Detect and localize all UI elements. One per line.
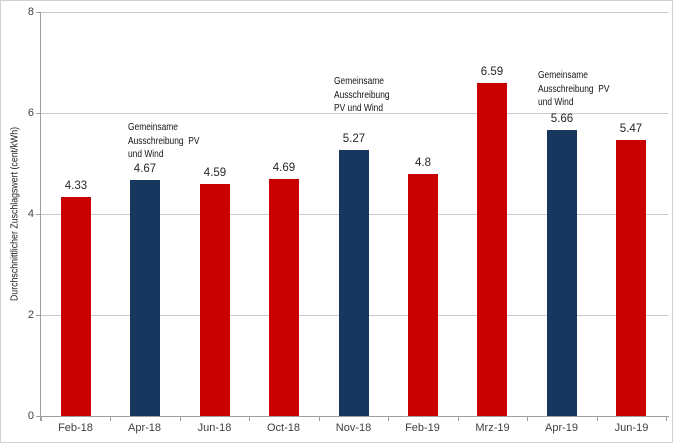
bar-Feb-19 <box>408 174 438 416</box>
x-axis-tick <box>110 416 111 421</box>
x-axis-tick <box>319 416 320 421</box>
bar-value-label: 4.8 <box>415 157 431 169</box>
x-axis-tick <box>597 416 598 421</box>
annotation-joint-auction: Gemeinsame Ausschreibung PV und Wind <box>128 121 199 162</box>
y-axis-tick-label: 4 <box>27 208 34 220</box>
x-axis-category-label: Feb-18 <box>58 422 93 434</box>
x-axis-category-label: Apr-19 <box>544 422 579 434</box>
x-axis-category-label: Jun-18 <box>197 422 232 434</box>
annotation-joint-auction: Gemeinsame Ausschreibung PV und Wind <box>334 75 390 116</box>
bar-Apr-18 <box>130 180 160 416</box>
x-axis-category-label: Jun-19 <box>614 422 649 434</box>
x-axis-tick <box>388 416 389 421</box>
y-axis-tick <box>36 315 41 316</box>
bar-Mrz-19 <box>477 83 507 416</box>
y-axis-tick-label: 6 <box>27 107 34 119</box>
annotation-line: PV und Wind <box>334 103 384 114</box>
annotation-joint-auction: Gemeinsame Ausschreibung PV und Wind <box>538 69 609 110</box>
annotation-line: Ausschreibung <box>334 89 390 101</box>
bar-value-label: 5.47 <box>619 123 643 135</box>
x-axis-tick <box>41 416 42 421</box>
annotation-line: Ausschreibung PV <box>128 135 200 147</box>
bar-Feb-18 <box>61 197 91 416</box>
annotation-line: und Wind <box>128 149 164 160</box>
bar-Apr-19 <box>547 130 577 416</box>
x-axis-category-label: Nov-18 <box>335 422 372 434</box>
x-axis-category-label: Mrz-19 <box>475 422 510 434</box>
annotation-line: Ausschreibung PV <box>538 83 610 95</box>
y-axis-tick-label: 0 <box>27 410 34 422</box>
x-axis-line <box>36 416 669 417</box>
bar-Oct-18 <box>269 179 299 416</box>
gridline-6 <box>41 113 668 114</box>
bar-value-label: 5.27 <box>342 133 366 145</box>
bar-value-label: 4.67 <box>133 163 157 175</box>
y-axis-tick <box>36 12 41 13</box>
gridline-8 <box>41 12 668 13</box>
x-axis-tick <box>458 416 459 421</box>
y-axis-tick-label: 2 <box>27 309 34 321</box>
annotation-line: Gemeinsame <box>334 76 384 87</box>
annotation-line: Gemeinsame <box>538 70 588 81</box>
x-axis-tick <box>180 416 181 421</box>
annotation-line: Gemeinsame <box>128 122 178 133</box>
bar-value-label: 4.69 <box>272 162 296 174</box>
x-axis-category-label: Feb-19 <box>405 422 440 434</box>
bar-value-label: 4.59 <box>203 167 227 179</box>
bar-Jun-19 <box>616 140 646 416</box>
y-axis-tick <box>36 214 41 215</box>
x-axis-tick <box>249 416 250 421</box>
bar-value-label: 6.59 <box>480 66 504 78</box>
y-axis-tick-label: 8 <box>27 6 34 18</box>
bar-Jun-18 <box>200 184 230 416</box>
x-axis-tick <box>666 416 667 421</box>
bar-Nov-18 <box>339 150 369 416</box>
x-axis-tick <box>527 416 528 421</box>
y-axis-tick <box>36 113 41 114</box>
bar-value-label: 5.66 <box>550 113 574 125</box>
x-axis-category-label: Oct-18 <box>266 422 300 434</box>
bar-value-label: 4.33 <box>64 180 88 192</box>
annotation-line: und Wind <box>538 97 574 108</box>
y-axis-line <box>40 12 41 421</box>
x-axis-category-label: Apr-18 <box>127 422 162 434</box>
